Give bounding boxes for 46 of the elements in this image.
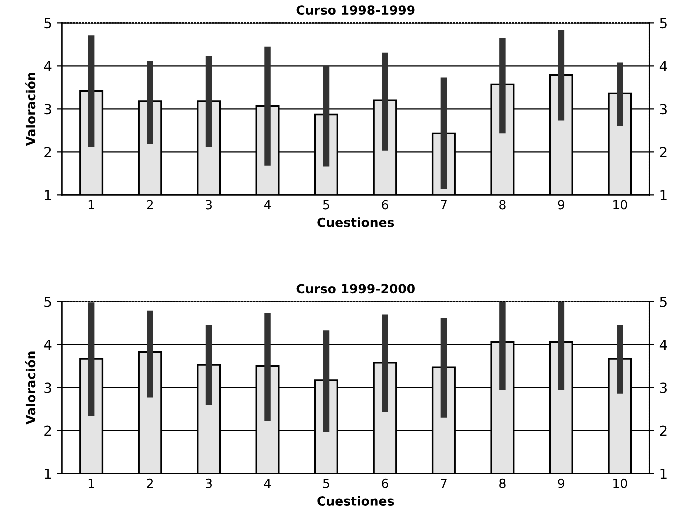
y-tick-label: 5 xyxy=(44,18,52,29)
chart-title: Curso 1998-1999 xyxy=(296,6,415,16)
chart-title: Curso 1999-2000 xyxy=(296,284,415,294)
x-tick-label: 7 xyxy=(441,200,447,210)
x-tick-label: 4 xyxy=(264,200,272,210)
y-tick-label: 3 xyxy=(44,104,52,115)
x-tick-label: 10 xyxy=(614,478,628,488)
y2-tick-label: 2 xyxy=(660,426,667,436)
y-axis-title: Valoración xyxy=(25,73,36,146)
x-tick-label: 7 xyxy=(441,479,447,488)
y-tick-label: 5 xyxy=(44,296,52,308)
x-tick-label: 3 xyxy=(206,478,212,488)
y-tick-label: 3 xyxy=(44,382,52,394)
x-tick-label: 1 xyxy=(88,479,94,488)
y2-tick-label: 4 xyxy=(660,340,668,350)
x-tick-label: 6 xyxy=(382,478,388,488)
x-axis-title: Cuestiones xyxy=(318,496,394,506)
x-tick-label: 10 xyxy=(614,200,628,210)
y2-tick-label: 3 xyxy=(660,382,667,394)
y2-tick-label: 2 xyxy=(660,147,667,158)
x-tick-label: 2 xyxy=(147,200,154,210)
x-axis-title: Cuestiones xyxy=(318,218,394,228)
x-tick-label: 9 xyxy=(558,200,565,210)
x-tick-label: 2 xyxy=(147,478,154,488)
x-tick-label: 9 xyxy=(558,478,565,488)
x-tick-label: 5 xyxy=(323,200,330,210)
x-tick-label: 6 xyxy=(382,200,388,210)
x-tick-label: 5 xyxy=(323,479,330,488)
x-tick-label: 3 xyxy=(206,200,212,210)
x-tick-label: 8 xyxy=(500,478,506,488)
x-tick-label: 8 xyxy=(500,200,506,210)
y-tick-label: 1 xyxy=(45,190,52,200)
y2-tick-label: 5 xyxy=(660,296,667,308)
x-tick-label: 1 xyxy=(88,200,94,210)
y-tick-label: 2 xyxy=(44,147,52,158)
y-tick-label: 1 xyxy=(45,468,52,480)
y-tick-label: 2 xyxy=(44,426,52,436)
y-tick-label: 4 xyxy=(44,61,52,72)
y-tick-label: 4 xyxy=(44,340,52,350)
y2-tick-label: 1 xyxy=(660,468,667,480)
y2-tick-label: 3 xyxy=(660,104,667,115)
y2-tick-label: 4 xyxy=(660,61,668,72)
y2-tick-label: 1 xyxy=(660,190,667,200)
y-axis-title: Valoración xyxy=(25,352,36,425)
x-tick-label: 4 xyxy=(264,479,272,488)
y2-tick-label: 5 xyxy=(660,18,667,29)
